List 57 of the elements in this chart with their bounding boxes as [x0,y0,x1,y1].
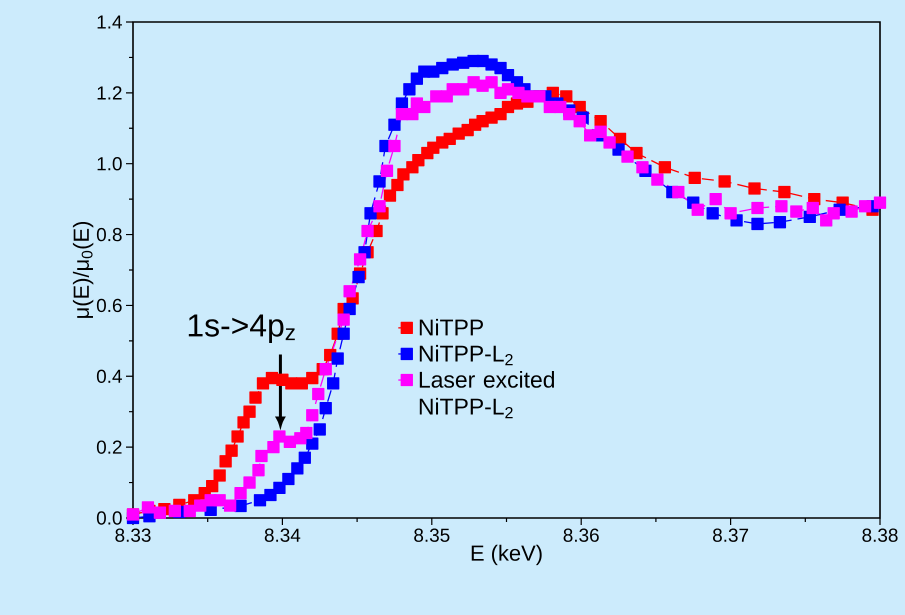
point [457,56,470,69]
point [373,175,386,188]
x-tick-label: 8.37 [713,528,748,542]
point [214,469,226,482]
x-tick-label: 8.36 [564,528,599,542]
point [778,186,791,198]
point [306,372,318,384]
point [391,178,404,192]
y-tick-label: 0.2 [96,440,122,454]
point [338,328,350,340]
point [243,406,256,418]
y-tick-label: 1.2 [98,86,122,100]
point [384,189,396,202]
x-tick-label: 8.38 [862,528,898,542]
point [249,391,262,404]
point [388,118,401,131]
point [298,452,311,464]
x-tick-label: 8.35 [414,528,450,542]
legend-label: NiTPP-L$_{2}$ [420,344,513,366]
point [314,423,326,436]
point [320,402,332,414]
point [688,172,701,184]
y-tick-label: 1.4 [98,15,122,29]
point [751,218,764,230]
y-tick-label: 0.4 [96,370,122,383]
point [748,182,761,195]
x-tick-label: 8.33 [115,528,151,542]
point [273,482,286,494]
point [352,270,365,284]
point [403,83,416,96]
legend-label: NiTPP [420,318,483,336]
point [706,207,719,220]
point [718,175,731,188]
point [343,302,356,316]
y-tick-label: 0.6 [96,298,122,312]
y-tick-label: 0.0 [96,511,122,525]
point [237,416,250,428]
point [658,161,672,174]
y-tick-label: 0.8 [96,228,122,242]
x-axis-title: E (keV) [472,544,542,566]
point [282,472,295,486]
point [332,352,344,365]
point [219,455,232,468]
x-tick-label: 8.34 [264,528,300,542]
point [291,462,304,475]
annotation: 1s->4p$_{z}$ [188,314,295,343]
point [254,494,266,506]
point [327,377,340,390]
point [774,216,786,228]
legend-label: Laser excited NiTPP-L$_{2}$ [420,370,554,418]
point [206,480,218,492]
point [231,430,244,443]
y-axis-title: μ(E)/μ$_{0}$(E) [72,222,94,318]
point [306,437,318,450]
y-tick-label: 1.0 [98,157,122,170]
point [296,377,308,390]
point [225,444,238,457]
